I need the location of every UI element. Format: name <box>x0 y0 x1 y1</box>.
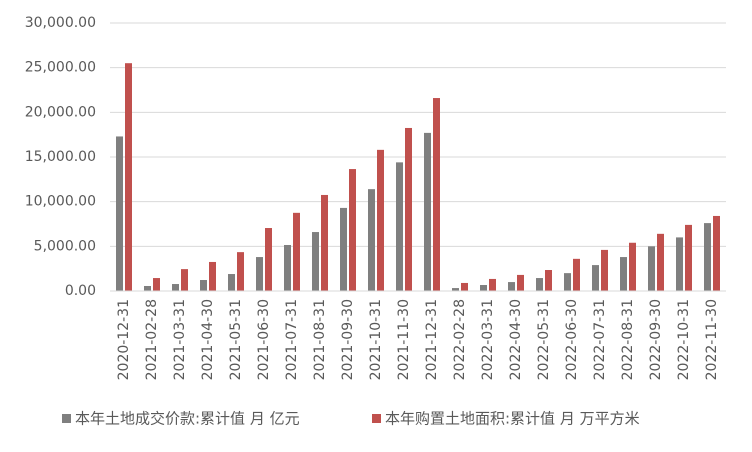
bar <box>340 207 347 291</box>
bar <box>116 136 123 291</box>
x-tick-label: 2021-06-30 <box>256 299 272 380</box>
x-tick-label: 2022-10-31 <box>676 299 692 380</box>
bar <box>461 282 468 291</box>
y-tick-label: 0.00 <box>65 283 96 299</box>
y-tick-label: 20,000.00 <box>25 104 96 120</box>
x-tick-label: 2022-08-31 <box>620 299 636 380</box>
bar <box>312 232 319 291</box>
bar <box>321 194 328 291</box>
x-tick-label: 2022-11-30 <box>704 299 720 380</box>
bar <box>144 285 151 291</box>
y-tick-label: 10,000.00 <box>25 194 96 210</box>
bar <box>620 257 627 291</box>
bar <box>200 280 207 291</box>
bar <box>424 132 431 291</box>
x-tick-label: 2021-12-31 <box>424 299 440 380</box>
bar <box>181 269 188 291</box>
bar <box>601 249 608 291</box>
x-tick-label: 2022-02-28 <box>452 299 468 380</box>
bar <box>172 284 179 291</box>
x-tick-label: 2021-02-28 <box>144 299 160 380</box>
bar <box>629 242 636 291</box>
bar <box>396 162 403 291</box>
x-tick-label: 2022-03-31 <box>480 299 496 380</box>
bar <box>349 169 356 291</box>
legend-label: 本年土地成交价款:累计值 月 亿元 <box>75 410 300 428</box>
y-tick-label: 30,000.00 <box>25 15 96 31</box>
bar <box>433 98 440 291</box>
bar <box>480 285 487 291</box>
y-tick-label: 5,000.00 <box>34 238 96 254</box>
bar <box>368 189 375 291</box>
bar <box>228 274 235 291</box>
x-tick-label: 2021-08-31 <box>312 299 328 380</box>
x-tick-label: 2022-05-31 <box>536 299 552 380</box>
bar <box>648 246 655 291</box>
bar <box>284 244 291 291</box>
x-tick-label: 2021-11-30 <box>396 299 412 380</box>
bar <box>713 215 720 291</box>
bar <box>564 273 571 291</box>
y-tick-label: 15,000.00 <box>25 149 96 165</box>
bar <box>209 261 216 291</box>
bar <box>676 237 683 291</box>
bar <box>536 278 543 291</box>
x-tick-label: 2021-07-31 <box>284 299 300 380</box>
bar <box>573 258 580 291</box>
x-tick-label: 2021-05-31 <box>228 299 244 380</box>
bar <box>517 274 524 291</box>
bar <box>508 282 515 291</box>
x-tick-label: 2022-09-30 <box>648 299 664 380</box>
bar <box>489 278 496 291</box>
x-tick-label: 2021-04-30 <box>200 299 216 380</box>
bar <box>293 212 300 291</box>
x-tick-label: 2021-10-31 <box>368 299 384 380</box>
x-tick-label: 2020-12-31 <box>116 299 132 380</box>
legend-label: 本年购置土地面积:累计值 月 万平方米 <box>385 410 640 428</box>
bar <box>685 224 692 291</box>
legend-swatch <box>62 414 71 423</box>
bar <box>237 252 244 291</box>
bar <box>153 278 160 291</box>
x-tick-label: 2022-06-30 <box>564 299 580 380</box>
bar <box>704 223 711 291</box>
bar <box>377 149 384 291</box>
legend-swatch <box>372 414 381 423</box>
bar <box>125 63 132 292</box>
bar <box>452 288 459 291</box>
x-tick-label: 2022-07-31 <box>592 299 608 380</box>
x-tick-label: 2021-03-31 <box>172 299 188 380</box>
x-tick-label: 2022-04-30 <box>508 299 524 380</box>
bar <box>657 233 664 291</box>
bar <box>256 257 263 291</box>
bar <box>265 228 272 291</box>
x-tick-label: 2021-09-30 <box>340 299 356 380</box>
bar <box>405 127 412 291</box>
y-tick-label: 25,000.00 <box>25 60 96 76</box>
bar <box>592 265 599 291</box>
bar <box>545 270 552 291</box>
